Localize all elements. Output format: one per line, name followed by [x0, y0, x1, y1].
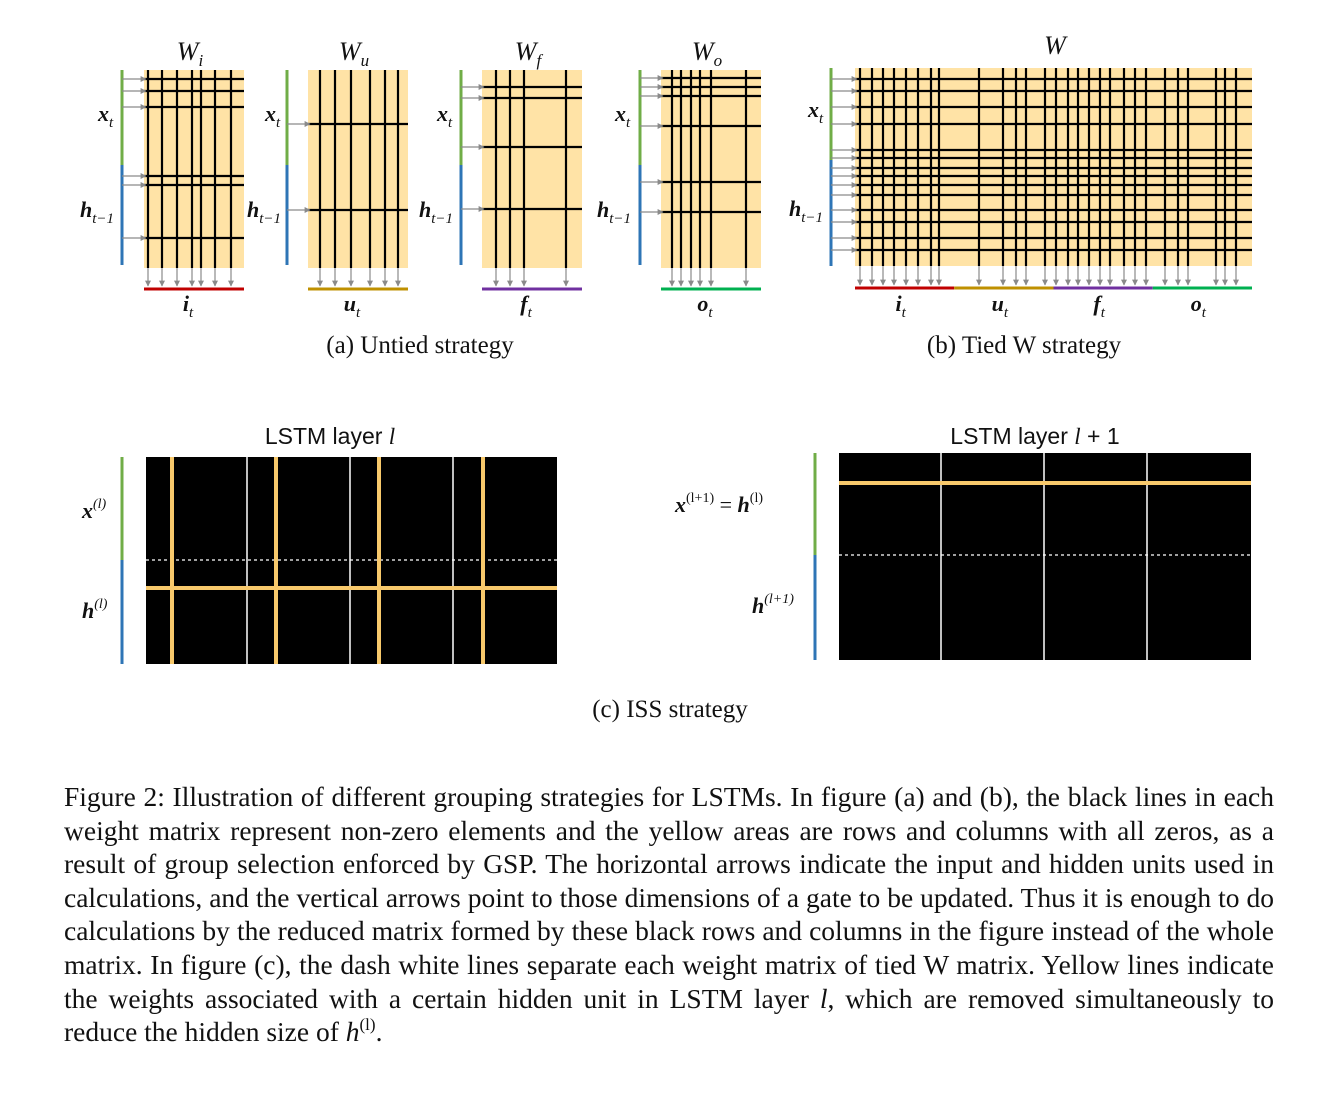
gate-label: it	[183, 291, 194, 321]
panel-b-tied: it ut ft ot xt ht−1	[789, 68, 1252, 321]
figure: xt ht−1 Wi it xt ht−1 Wu ut xt ht−1 Wf ft xt ht−1 Wo ot…	[80, 31, 1252, 723]
matrix-title: Wf	[515, 37, 544, 70]
matrix-title: Wu	[339, 37, 369, 70]
matrix-title: Wi	[177, 37, 204, 70]
gate-label-o: ot	[1191, 291, 1207, 321]
gate-label-u: ut	[992, 291, 1009, 321]
tied-matrix-title: W	[1044, 31, 1068, 60]
gate-label-f: ft	[1093, 291, 1105, 321]
h-t-1-label: ht−1	[597, 197, 631, 227]
zero-area	[144, 70, 244, 268]
iss-left-h-label: h(l)	[82, 597, 108, 623]
x-t-label: xt	[614, 101, 631, 131]
x-t-label: xt	[807, 97, 824, 127]
x-t-label: xt	[97, 101, 114, 131]
iss-right-matrix	[839, 453, 1251, 660]
x-t-label: xt	[436, 101, 453, 131]
iss-right-title: LSTM layer l + 1	[950, 423, 1119, 449]
panel-b-caption: (b) Tied W strategy	[927, 332, 1122, 359]
gate-label-i: it	[895, 291, 906, 321]
h-t-1-label: ht−1	[419, 197, 453, 227]
iss-right-x-label: x(l+1) = h(l)	[674, 491, 763, 517]
h-t-1-label: ht−1	[789, 196, 823, 226]
figure-caption: Figure 2: Illustration of different grou…	[64, 781, 1274, 1048]
gate-label: ft	[520, 291, 532, 321]
untied-matrix-i: xt ht−1 Wi it	[80, 37, 244, 321]
h-t-1-label: ht−1	[80, 197, 114, 227]
untied-matrix-f: xt ht−1 Wf ft	[419, 37, 582, 321]
iss-left-title: LSTM layer l	[265, 423, 395, 449]
untied-matrix-o: xt ht−1 Wo ot	[597, 37, 761, 321]
iss-left-x-label: x(l)	[81, 497, 107, 523]
gate-label: ut	[344, 291, 361, 321]
matrix-title: Wo	[692, 37, 722, 70]
panel-a-caption: (a) Untied strategy	[326, 332, 514, 359]
panel-c-iss	[120, 453, 1251, 664]
iss-right-h-label: h(l+1)	[752, 592, 794, 618]
h-t-1-label: ht−1	[247, 197, 281, 227]
gate-label: ot	[697, 291, 713, 321]
zero-area	[308, 70, 408, 268]
panel-a-untied: xt ht−1 Wi it xt ht−1 Wu ut xt ht−1 Wf ft xt ht−1 Wo ot	[80, 37, 761, 321]
x-t-label: xt	[264, 101, 281, 131]
untied-matrix-u: xt ht−1 Wu ut	[247, 37, 408, 321]
panel-c-caption: (c) ISS strategy	[592, 696, 748, 723]
